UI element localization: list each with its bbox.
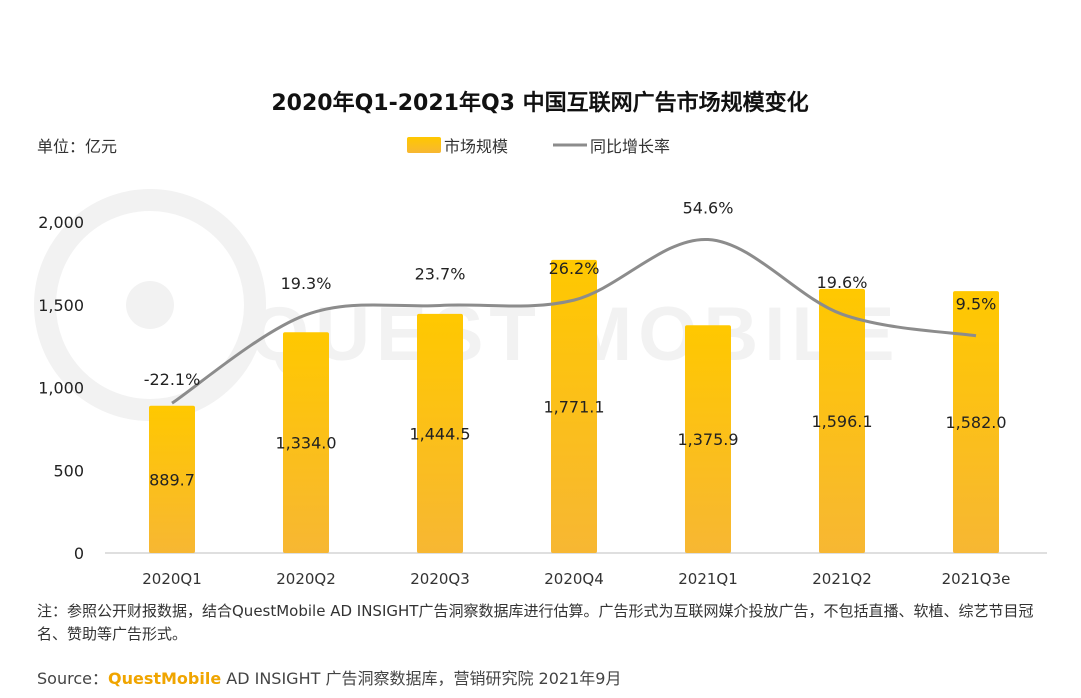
source-rest: AD INSIGHT 广告洞察数据库，营销研究院 2021年9月 — [221, 669, 622, 688]
bar-value-label: 1,444.5 — [409, 424, 470, 443]
bar-2020q2 — [283, 332, 329, 553]
bar-2020q3 — [417, 313, 463, 553]
bar-value-label: 889.7 — [149, 470, 195, 489]
y-tick-label: 2,000 — [38, 213, 84, 232]
bar-2021q2 — [819, 288, 865, 553]
bar-value-label: 1,334.0 — [275, 434, 336, 453]
bar-value-label: 1,771.1 — [543, 397, 604, 416]
bar-2020q1 — [149, 405, 195, 553]
footnote: 注：参照公开财报数据，结合QuestMobile AD INSIGHT广告洞察数… — [37, 602, 1034, 643]
category-label: 2020Q1 — [142, 570, 202, 588]
y-tick-label: 0 — [74, 544, 84, 563]
legend-bar-label: 市场规模 — [444, 137, 508, 156]
source-line: Source：QuestMobile AD INSIGHT 广告洞察数据库，营销… — [37, 665, 621, 689]
growth-rate-label: 54.6% — [683, 199, 734, 218]
category-label: 2020Q3 — [410, 570, 470, 588]
source-brand: QuestMobile — [107, 669, 222, 688]
category-label: 2020Q2 — [276, 570, 336, 588]
bar-value-labels: 889.7 1,334.0 1,444.5 1,771.1 1,375.9 1,596.1… — [149, 397, 1006, 489]
growth-rate-label: 26.2% — [549, 259, 600, 278]
bar-value-label: 1,582.0 — [945, 413, 1006, 432]
y-tick-label: 500 — [53, 461, 84, 480]
legend: 市场规模 同比增长率 — [407, 137, 670, 156]
bar-2021q3e — [953, 291, 999, 553]
chart-title: 2020年Q1-2021年Q3 中国互联网广告市场规模变化 — [271, 90, 808, 116]
growth-rate-line — [171, 238, 977, 405]
category-label: 2021Q2 — [812, 570, 872, 588]
chart-svg: QUEST MOBILE 2020年Q1-2021年Q3 中国互联网广告市场规模… — [34, 90, 1047, 588]
bar-2020q4 — [551, 259, 597, 553]
category-label: 2021Q1 — [678, 570, 738, 588]
growth-rate-label: -22.1% — [144, 370, 201, 389]
unit-label: 单位：亿元 — [37, 137, 117, 156]
legend-line-label: 同比增长率 — [590, 137, 670, 156]
growth-rate-label: 23.7% — [415, 264, 466, 283]
y-tick-label: 1,500 — [38, 296, 84, 315]
bar-2021q1 — [685, 325, 731, 553]
category-labels: 2020Q1 2020Q2 2020Q3 2020Q4 2021Q1 2021Q2 2021… — [142, 570, 1010, 588]
y-axis: 0 500 1,000 1,500 2,000 — [38, 213, 84, 563]
growth-rate-label: 19.3% — [281, 274, 332, 293]
growth-rate-label: 19.6% — [817, 273, 868, 292]
growth-rate-label: 9.5% — [956, 295, 997, 314]
bar-value-label: 1,375.9 — [677, 430, 738, 449]
category-label: 2021Q3e — [942, 570, 1011, 588]
y-tick-label: 1,000 — [38, 379, 84, 398]
source-prefix: Source： — [37, 669, 108, 688]
legend-bar-swatch — [407, 137, 441, 153]
category-label: 2020Q4 — [544, 570, 604, 588]
growth-rate-labels: -22.1% 19.3% 23.7% 26.2% 54.6% 19.6% 9.5% — [144, 199, 997, 390]
bars — [149, 259, 999, 553]
bar-value-label: 1,596.1 — [811, 412, 872, 431]
